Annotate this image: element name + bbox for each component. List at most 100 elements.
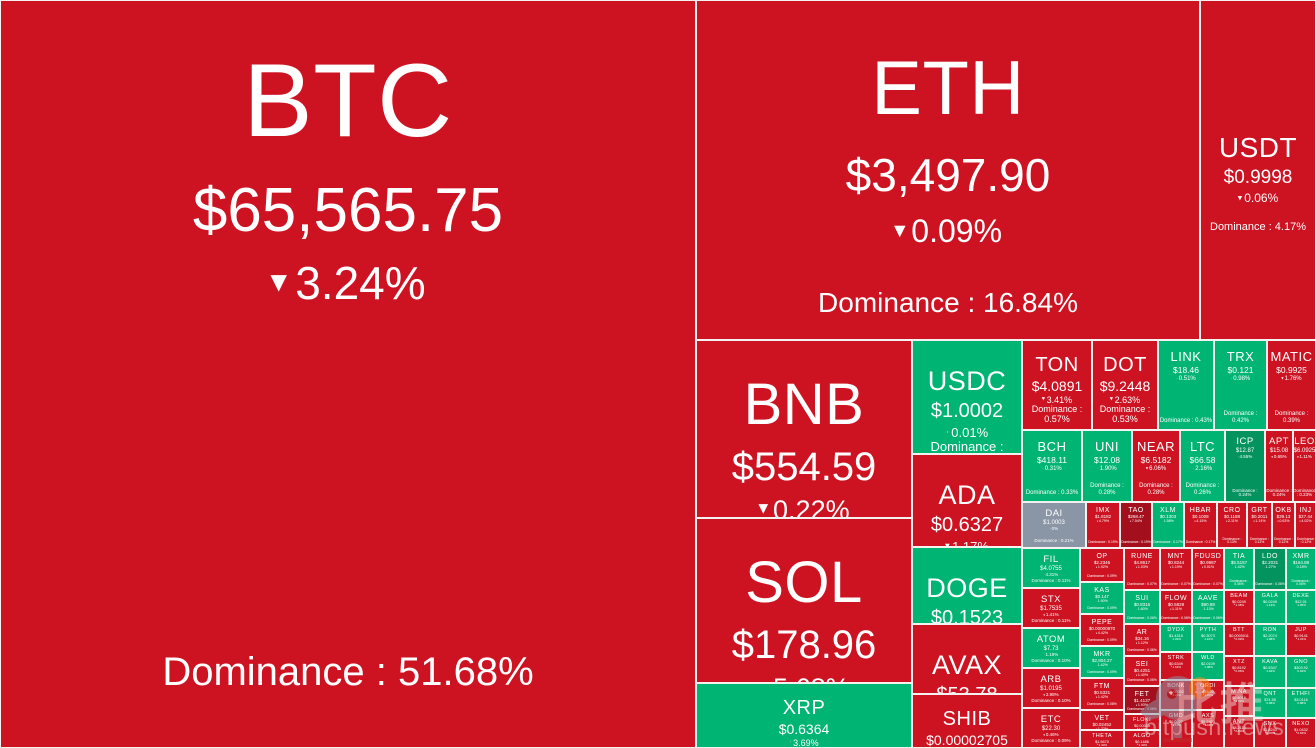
treemap-tile-cro[interactable]: CRO $0.1188 ▾ 2.11% Dominance : 0.13% xyxy=(1217,502,1247,548)
treemap-tile-doge[interactable]: DOGE$0.1523·1.68%Dominance : 0.88% xyxy=(912,547,1022,624)
treemap-tile-sui[interactable]: SUI $0.8316 · 1.60% Dominance : 0.06% xyxy=(1124,590,1160,624)
treemap-tile-beam[interactable]: BEAM$0.0249▾1.38%Dominance : 0.05% xyxy=(1224,590,1254,624)
treemap-tile-nexo[interactable]: NEXO$1.0432▾0.84%Dominance : 0.02% xyxy=(1286,718,1316,748)
arrow-down-icon: ▾ xyxy=(1043,692,1046,697)
treemap-tile-dai[interactable]: DAI $1.0003 · 0% Dominance : 0.21% xyxy=(1022,502,1086,548)
tile-price: $90.88 xyxy=(1201,602,1215,608)
treemap-tile-kava[interactable]: KAVA$0.5347·1.02%Dominance : 0.03% xyxy=(1254,656,1286,688)
treemap-tile-rune[interactable]: RUNE $4.8617 ▾ 1.03% Dominance : 0.07% xyxy=(1124,548,1160,590)
tile-change: ▾ 4.02% xyxy=(1299,519,1312,524)
tile-symbol: OKB xyxy=(1275,507,1292,514)
treemap-tile-ton[interactable]: TON $4.0891 ▾ 3.41% Dominance : 0.57% xyxy=(1022,340,1092,430)
treemap-tile-arb[interactable]: ARB $1.0195 ▾ 3.98% Dominance : 0.10% xyxy=(1022,668,1080,708)
treemap-tile-pepe[interactable]: PEPE $0.00000870 ▾ 4.42% Dominance : 0.09% xyxy=(1080,614,1124,646)
treemap-tile-grt[interactable]: GRT $0.2011 ▾ 1.14% Dominance : 0.13% xyxy=(1247,502,1272,548)
treemap-tile-leo[interactable]: LEO $6.0925 ▾ 1.11% Dominance : 0.23% xyxy=(1293,430,1316,502)
treemap-tile-op[interactable]: OP $2.2346 ▾ 1.92% Dominance : 0.09% xyxy=(1080,548,1124,582)
treemap-tile-etc[interactable]: ETC $22.30 ▾ 0.46% Dominance : 0.09% xyxy=(1022,708,1080,748)
treemap-tile-matic[interactable]: MATIC $0.9925 ▾ 1.76% Dominance : 0.39% xyxy=(1267,340,1316,430)
treemap-tile-ar[interactable]: AR $34.16 ▾ 1.12% Dominance : 0.06% xyxy=(1124,624,1160,656)
treemap-tile-avax[interactable]: AVAX$53.78▾5.62%Dominance : 0.81% xyxy=(912,624,1022,694)
treemap-tile-inj[interactable]: INJ $27.44 ▾ 4.02% Dominance : 0.12% xyxy=(1295,502,1316,548)
treemap-tile-jup[interactable]: JUP$0.9141▾1.01%Dominance : 0.04% xyxy=(1286,624,1316,656)
treemap-tile-wld[interactable]: WLD$2.0109·1.08%Dominance : 0.05% xyxy=(1192,652,1224,680)
treemap-tile-qnt[interactable]: QNT$74.55·0.98%Dominance : 0.03% xyxy=(1254,688,1286,718)
tile-change-value: 7.54% xyxy=(1131,519,1143,524)
treemap-tile-bonk[interactable]: BONK$0.00002▾1.22%Dominance : 0.05% xyxy=(1160,680,1192,710)
treemap-tile-gno[interactable]: GNO$303.92·0.94%Dominance : 0.03% xyxy=(1286,656,1316,688)
tile-change-value: 4.02% xyxy=(1301,519,1312,524)
treemap-tile-imx[interactable]: IMX $1.8182 ▾ 4.79% Dominance : 0.19% xyxy=(1086,502,1120,548)
treemap-tile-usdt[interactable]: USDT $0.9998 ▾ 0.06% Dominance : 4.17% xyxy=(1200,0,1316,340)
treemap-tile-fdusd[interactable]: FDUSD $0.9987 ▾ 0.01% Dominance : 0.07% xyxy=(1192,548,1224,590)
treemap-tile-kas[interactable]: KAS $0.147 · 1.90% Dominance : 0.09% xyxy=(1080,582,1124,614)
treemap-tile-apt[interactable]: APT $15.08 ▾ 0.65% Dominance : 0.24% xyxy=(1265,430,1293,502)
treemap-tile-pyth[interactable]: PYTH$0.3073·1.10%Dominance : 0.05% xyxy=(1192,624,1224,652)
tile-change: · 0.51% xyxy=(1176,375,1196,382)
treemap-tile-ada[interactable]: ADA$0.6327▾1.17%Dominance : 0.90% xyxy=(912,454,1022,547)
treemap-tile-bnb[interactable]: BNB$554.59▾0.22%Dominance : 3.33% xyxy=(696,340,912,518)
treemap-tile-ldo[interactable]: LDO $2.2031 · 1.27% Dominance : 0.06% xyxy=(1254,548,1286,590)
treemap-tile-mnt[interactable]: MNT $0.8244 ▾ 1.19% Dominance : 0.07% xyxy=(1160,548,1192,590)
treemap-tile-mina[interactable]: MINA$0.6016▾0.92%Dominance : 0.03% xyxy=(1224,686,1254,716)
treemap-tile-okb[interactable]: OKB $39.13 ▾ 0.63% Dominance : 0.12% xyxy=(1272,502,1295,548)
treemap-tile-xlm[interactable]: XLM $0.1303 · 1.58% Dominance : 0.17% xyxy=(1152,502,1184,548)
treemap-tile-sol[interactable]: SOL$178.96▾5.68%Dominance : 3.19% xyxy=(696,518,912,683)
treemap-tile-theta[interactable]: THETA$1.5670▾1.40%Dominance : 0.07% xyxy=(1080,730,1124,748)
treemap-tile-xmr[interactable]: XMR $164.88 · 0.18% Dominance : 0.06% xyxy=(1286,548,1316,590)
tile-change: · 1.27% xyxy=(1264,565,1276,570)
treemap-tile-xrp[interactable]: XRP$0.6364·3.69%Dominance : 1.40% xyxy=(696,683,912,748)
treemap-tile-sei[interactable]: SEI $0.4251 ▾ 1.40% Dominance : 0.06% xyxy=(1124,656,1160,686)
treemap-tile-link[interactable]: LINK $18.46 · 0.51% Dominance : 0.43% xyxy=(1158,340,1214,430)
treemap-tile-stx[interactable]: STX $1.7535 ▾ 1.41% Dominance : 0.11% xyxy=(1022,588,1080,628)
treemap-tile-dexe[interactable]: DEXE$12.01·1.05%Dominance : 0.04% xyxy=(1286,590,1316,624)
treemap-tile-shib[interactable]: SHIB$0.00002705▾1.81%Dominance : 0.64% xyxy=(912,694,1022,748)
treemap-tile-xtz[interactable]: XTZ$0.8192▾0.96%Dominance : 0.04% xyxy=(1224,656,1254,686)
treemap-tile-uni[interactable]: UNI $12.08 · 1.90% Dominance : 0.28% xyxy=(1082,430,1132,502)
treemap-tile-trx[interactable]: TRX $0.121 · 0.98% Dominance : 0.42% xyxy=(1214,340,1267,430)
tile-change: ▾ 2.63% xyxy=(1110,395,1140,405)
tile-dominance: Dominance : 0.06% xyxy=(1127,648,1157,653)
treemap-tile-axs[interactable]: AXS$5.2403▾1.04%Dominance : 0.04% xyxy=(1192,710,1224,748)
treemap-tile-usdc[interactable]: USDC $1.0002 ·0.01%Dominance : 1.28% xyxy=(912,340,1022,454)
treemap-tile-atom[interactable]: ATOM $7.73 · 1.19% Dominance : 0.10% xyxy=(1022,628,1080,668)
treemap-tile-gmd[interactable]: GMD$0.0427▾1.12%Dominance : 0.04% xyxy=(1160,710,1192,748)
treemap-tile-ftm[interactable]: FTM $0.5321 ▾ 1.42% Dominance : 0.08% xyxy=(1080,678,1124,710)
tile-change-value: 3.24% xyxy=(295,257,426,310)
tile-change: · 1.08% xyxy=(1265,637,1275,641)
tile-change: · 1.42% xyxy=(1096,663,1108,668)
treemap-tile-strk[interactable]: STRK$0.6349▾1.64%Dominance : 0.05% xyxy=(1160,652,1192,680)
treemap-tile-gala[interactable]: GALA$0.0249·1.12%Dominance : 0.04% xyxy=(1254,590,1286,624)
treemap-tile-fet[interactable]: FET $1.4137 ▾ 1.93% Dominance : 0.06% xyxy=(1124,686,1160,714)
treemap-tile-ron[interactable]: RON$2.2074·1.08%Dominance : 0.04% xyxy=(1254,624,1286,656)
treemap-tile-ant[interactable]: ANT$8.2110▾0.90%Dominance : 0.03% xyxy=(1224,716,1254,748)
treemap-tile-algo[interactable]: ALGO$0.1486▾1.40%Dominance : 0.05% xyxy=(1124,730,1160,748)
treemap-tile-btc[interactable]: BTC $65,565.75 ▾ 3.24% Dominance : 51.68% xyxy=(0,0,696,748)
tile-dominance: Dominance : 0.24% xyxy=(1266,487,1292,498)
treemap-tile-eth[interactable]: ETH $3,497.90 ▾ 0.09% Dominance : 16.84% xyxy=(696,0,1200,340)
treemap-tile-tia[interactable]: TIA $5.5157 · 1.42% Dominance : 0.06% xyxy=(1224,548,1254,590)
treemap-tile-aave[interactable]: AAVE $90.88 · 1.13% Dominance : 0.06% xyxy=(1192,590,1224,624)
tile-change-value: 1.12% xyxy=(1137,641,1149,646)
arrow-up-icon: · xyxy=(1237,454,1239,459)
treemap-tile-mkr[interactable]: MKR $2,804.27 · 1.42% Dominance : 0.09% xyxy=(1080,646,1124,678)
treemap-tile-icp[interactable]: ICP $12.87 · 4.55% Dominance : 0.24% xyxy=(1225,430,1265,502)
tile-price: $4.8617 xyxy=(1133,560,1151,566)
treemap-tile-dot[interactable]: DOT $9.2448 ▾ 2.63% Dominance : 0.53% xyxy=(1092,340,1158,430)
treemap-tile-btt[interactable]: BTT$0.0000011▾0.99%Dominance : 0.04% xyxy=(1224,624,1254,656)
arrow-down-icon: ▾ xyxy=(1041,395,1046,403)
treemap-tile-ordi[interactable]: ORDI$33.00▾1.07%Dominance : 0.05% xyxy=(1192,680,1224,710)
treemap-tile-near[interactable]: NEAR $6.5182 ▾ 6.06% Dominance : 0.28% xyxy=(1132,430,1180,502)
treemap-tile-snx[interactable]: SNX$1.8243▾0.90%Dominance : 0.03% xyxy=(1254,718,1286,748)
treemap-tile-hbar[interactable]: HBAR $0.1008 ▾ 4.15% Dominance : 0.17% xyxy=(1184,502,1217,548)
treemap-tile-floki[interactable]: FLOKI$0.00019▾2.10%Dominance : 0.06% xyxy=(1124,714,1160,730)
treemap-tile-dydx[interactable]: DYDX$1.4315·1.34%Dominance : 0.05% xyxy=(1160,624,1192,652)
treemap-tile-bch[interactable]: BCH $418.11 · 0.31% Dominance : 0.33% xyxy=(1022,430,1082,502)
treemap-tile-tao[interactable]: TAO $268.47 ▾ 7.54% Dominance : 0.19% xyxy=(1120,502,1152,548)
treemap-tile-fil[interactable]: FIL $4.0755 · 4.31% Dominance : 0.11% xyxy=(1022,548,1080,588)
treemap-tile-vet[interactable]: VET$0.02452▾1.22%Dominance : 0.07% xyxy=(1080,710,1124,730)
treemap-tile-ethfi[interactable]: ETHFI$3.0116·0.88%Dominance : 0.03% xyxy=(1286,688,1316,718)
arrow-down-icon: ▾ xyxy=(1095,565,1098,569)
treemap-tile-flow[interactable]: FLOW $0.5828 ▾ 1.11% Dominance : 0.06% xyxy=(1160,590,1192,624)
treemap-tile-ltc[interactable]: LTC $66.58 · 2.16% Dominance : 0.26% xyxy=(1180,430,1225,502)
